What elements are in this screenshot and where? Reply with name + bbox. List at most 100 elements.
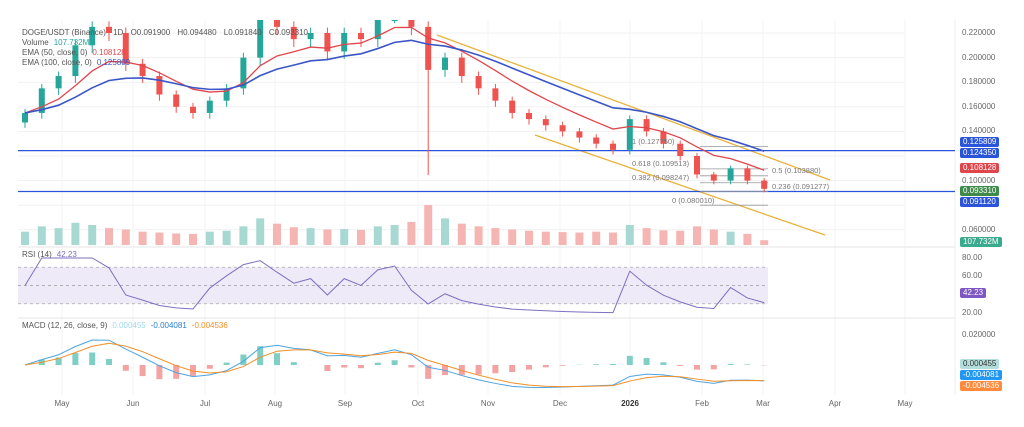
time-axis-label: Jun [126, 399, 140, 408]
time-axis-label: Feb [695, 399, 709, 408]
candle-body [89, 26, 96, 46]
rsi-tag: 42.23 [960, 287, 987, 298]
macd-histogram-bar [425, 365, 432, 379]
volume-bar [659, 230, 668, 245]
time-axis-label: Dec [552, 399, 568, 408]
macd-legend[interactable]: MACD (12, 26, close, 9) 0.000455 -0.004081… [22, 321, 233, 330]
time-axis-label: Mar [756, 399, 770, 408]
candle-body [341, 33, 348, 52]
volume-bar [222, 230, 231, 245]
rsi-legend[interactable]: RSI (14) 42.23 [22, 250, 82, 259]
ema50-legend[interactable]: EMA (50, close, 0) 0.108128 [22, 48, 131, 57]
candle-body [106, 26, 112, 33]
macd-signal-value: -0.004536 [191, 321, 228, 330]
price-tag: 0.124350 [960, 148, 1000, 158]
candle-body [744, 168, 751, 181]
macd-histogram-bar [408, 365, 415, 368]
macd-histogram-bar [710, 365, 717, 370]
symbol-legend: DOGE/USDT (Binance) 1D O0.091900 H0.0944… [22, 28, 313, 37]
macd-tag: -0.004536 [960, 381, 1003, 391]
volume-bar [155, 232, 164, 245]
candle-body [22, 112, 28, 123]
price-axis-label: 0.220000 [962, 28, 996, 37]
time-axis-label: May [897, 399, 913, 408]
candle-body [559, 125, 566, 132]
price-tag: 0.091120 [960, 197, 999, 207]
candle-body [38, 88, 45, 113]
volume-bar [340, 229, 349, 245]
candle-body [526, 112, 532, 120]
volume-bar [21, 231, 29, 245]
volume-bar [373, 226, 382, 245]
candle-body [190, 106, 196, 113]
fib-label: 0.236 (0.091277) [772, 181, 830, 191]
rsi-label: RSI (14) [22, 250, 52, 259]
volume-bar [189, 233, 197, 245]
volume-bar [609, 232, 617, 245]
fib-label: 0.382 (0.098247) [632, 173, 690, 183]
candle-body [173, 94, 180, 107]
ohlc-close: C0.093310 [268, 28, 309, 37]
time-axis-label: Jul [199, 399, 211, 408]
volume-legend[interactable]: Volume 107.732M [22, 38, 94, 47]
volume-bar [205, 231, 214, 245]
price-axis-label: 0.060000 [962, 224, 996, 234]
price-tag: 0.093310 [960, 186, 1000, 196]
time-axis-label: May [54, 399, 70, 408]
macd-histogram-bar [694, 365, 700, 370]
time-axis-label: Sep [337, 399, 353, 408]
macd-histogram-bar [89, 352, 96, 365]
macd-histogram-bar [374, 362, 381, 365]
candle-body [122, 33, 129, 64]
candle-body [72, 45, 79, 77]
volume-bar [407, 221, 416, 245]
volume-bar [289, 227, 298, 245]
volume-bar [54, 228, 63, 245]
candle-body [290, 26, 297, 40]
macd-histogram-bar [156, 365, 163, 380]
candle-body [307, 33, 314, 40]
candle-body [694, 156, 700, 175]
candle-body [610, 143, 616, 150]
rsi-axis-label: 60.00 [962, 271, 983, 281]
macd-histogram-bar [492, 365, 499, 374]
macd-histogram-bar [106, 358, 112, 365]
time-axis-label: Nov [480, 399, 496, 408]
macd-tag: -0.004081 [960, 370, 1003, 380]
time-axis-label: Apr [828, 399, 842, 408]
macd-histogram-bar [626, 355, 633, 365]
macd-signal-line [24, 342, 765, 388]
volume-bar [172, 233, 181, 245]
macd-histogram-bar [341, 365, 348, 368]
fib-label: 0 (0.080010) [672, 195, 715, 205]
rsi-value: 42.23 [56, 250, 77, 259]
channel-upper-line [436, 34, 831, 181]
candle-body [240, 57, 247, 89]
volume-bar [105, 228, 113, 245]
macd-histogram-bar [324, 365, 331, 371]
macd-histogram-bar [509, 365, 516, 373]
volume-bar [558, 232, 567, 245]
ema100-legend[interactable]: EMA (100, close, 0) 0.125809 [22, 58, 135, 67]
macd-histogram-bar [610, 363, 616, 365]
candle-body [358, 33, 364, 40]
candle-body [643, 119, 650, 132]
candle-body [257, 20, 264, 58]
macd-line-value: -0.004081 [150, 321, 187, 330]
candle-body [593, 137, 600, 144]
macd-histogram-bar [240, 354, 247, 365]
candle-body [374, 20, 381, 40]
macd-label: MACD (12, 26, close, 9) [22, 321, 108, 330]
symbol[interactable]: DOGE/USDT (Binance) [22, 28, 106, 37]
fib-label: 0.5 (0.103880) [772, 166, 821, 176]
candle-body [542, 119, 549, 126]
volume-bar [541, 231, 550, 245]
candle-body [442, 57, 448, 70]
fib-label: 1 (0.127750) [632, 136, 675, 146]
candle-body [274, 20, 280, 27]
candle-body [391, 20, 398, 21]
macd-histogram-bar [223, 362, 230, 365]
volume-bar [676, 230, 685, 245]
